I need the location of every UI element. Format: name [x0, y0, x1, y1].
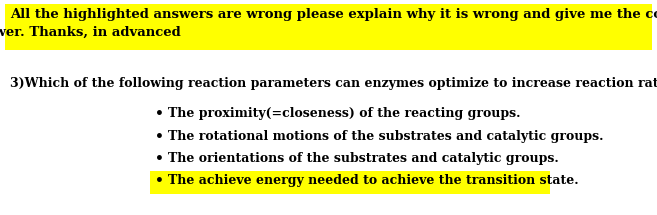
Text: answer. Thanks, in advanced: answer. Thanks, in advanced	[0, 26, 181, 39]
Text: All the highlighted answers are wrong please explain why it is wrong and give me: All the highlighted answers are wrong pl…	[10, 8, 657, 21]
Text: •: •	[155, 174, 164, 188]
Bar	[150, 171, 550, 194]
Text: •: •	[155, 152, 164, 166]
Text: The orientations of the substrates and catalytic groups.: The orientations of the substrates and c…	[168, 152, 558, 165]
Text: •: •	[155, 107, 164, 121]
Text: •: •	[155, 130, 164, 144]
Text: The achieve energy needed to achieve the transition state.: The achieve energy needed to achieve the…	[168, 174, 579, 187]
Text: 3)Which of the following reaction parameters can enzymes optimize to increase re: 3)Which of the following reaction parame…	[10, 77, 657, 90]
Text: The proximity(=closeness) of the reacting groups.: The proximity(=closeness) of the reactin…	[168, 107, 520, 120]
Text: The rotational motions of the substrates and catalytic groups.: The rotational motions of the substrates…	[168, 130, 604, 143]
Bar	[5, 4, 652, 50]
